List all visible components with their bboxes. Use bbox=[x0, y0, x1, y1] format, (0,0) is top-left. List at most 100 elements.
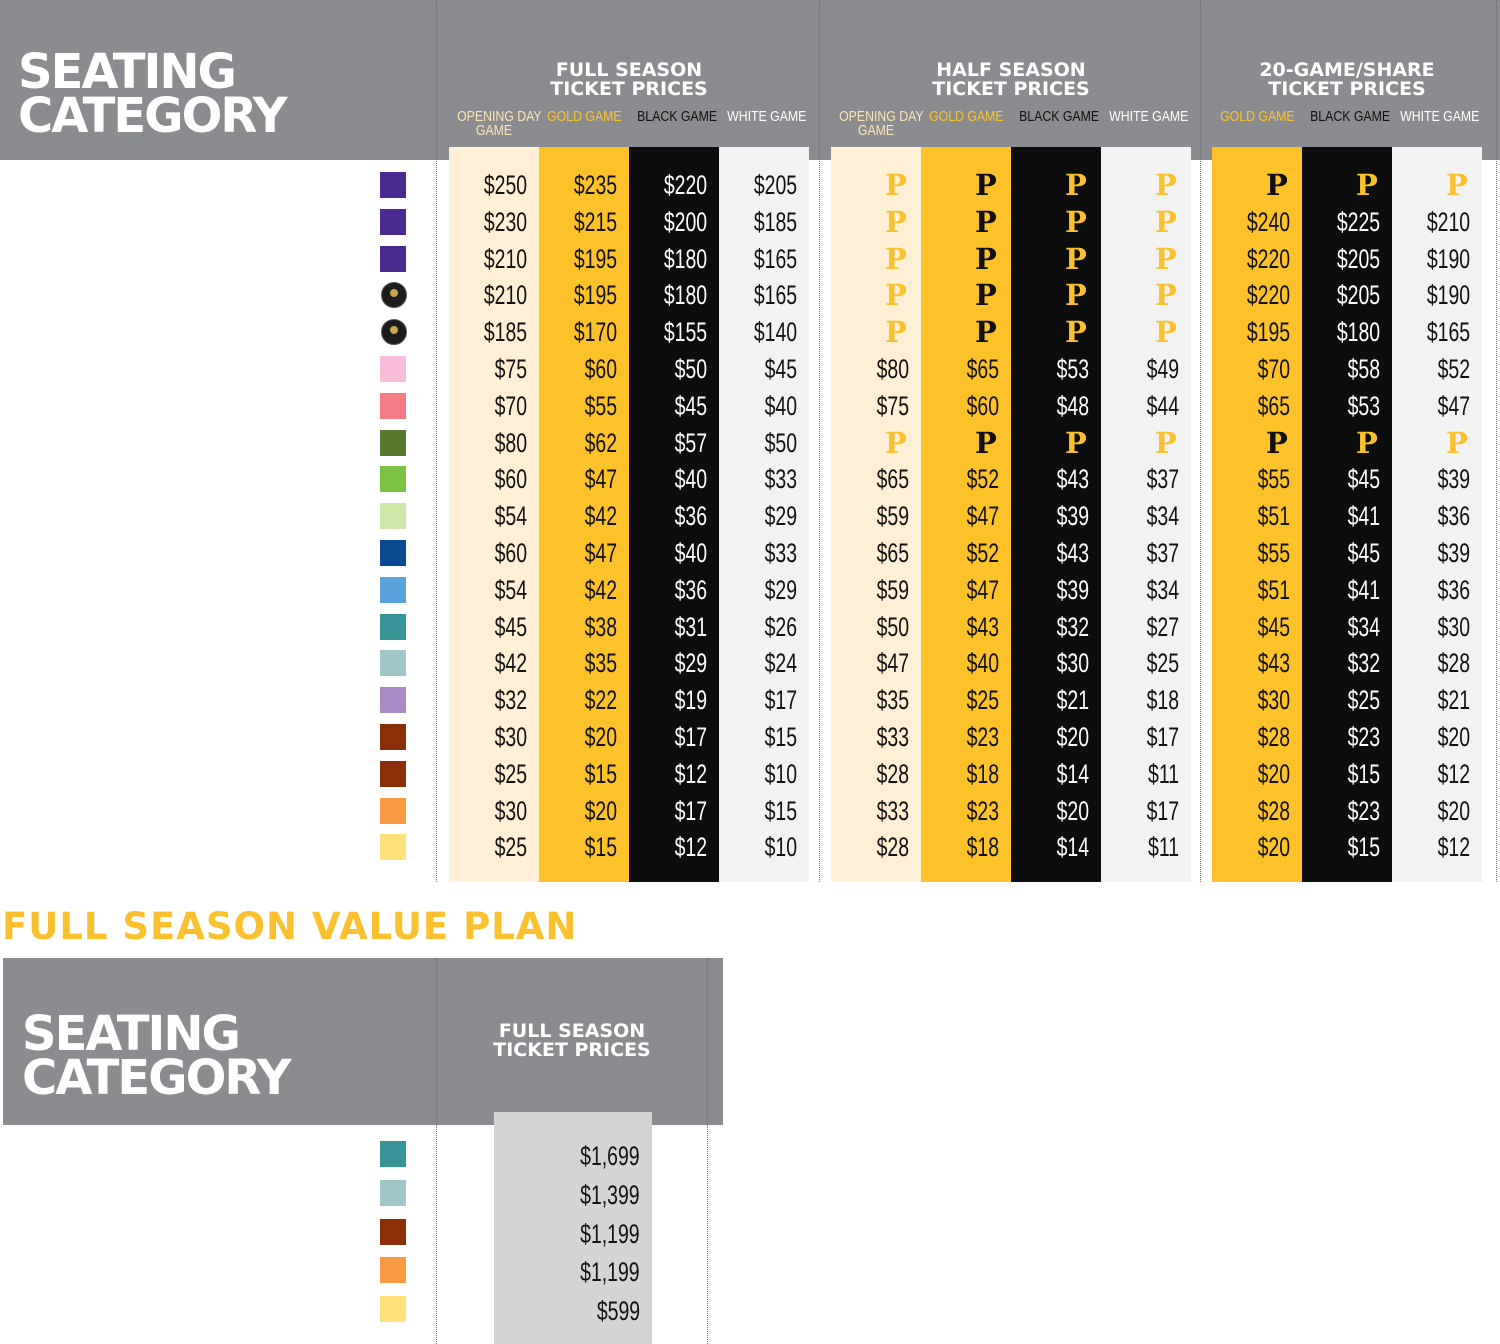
price-cell: $47 bbox=[584, 538, 617, 568]
price-cell: $31 bbox=[674, 611, 707, 642]
price-cell: $17 bbox=[674, 722, 707, 752]
seating-category-swatch bbox=[380, 172, 406, 198]
price-cell: $34 bbox=[1146, 501, 1179, 532]
seating-category-title: SEATING CATEGORY bbox=[18, 44, 287, 140]
half-season-header: HALF SEASON TICKET PRICES bbox=[831, 61, 1191, 99]
price-cell: $210 bbox=[483, 243, 527, 274]
pirates-p-logo-icon: P bbox=[1356, 425, 1378, 460]
full-white-subheader: WHITE GAME bbox=[727, 108, 807, 125]
price-cell: $39 bbox=[1056, 574, 1089, 605]
seating-category-swatch bbox=[380, 687, 406, 714]
price-cell: $20 bbox=[1437, 795, 1470, 826]
price-cell: $12 bbox=[1437, 832, 1470, 863]
price-cell: $180 bbox=[663, 243, 707, 274]
price-cell: $65 bbox=[966, 354, 999, 384]
price-cell: $40 bbox=[674, 538, 707, 568]
value-plan-price: $1,399 bbox=[580, 1179, 640, 1210]
half-white-subheader: WHITE GAME bbox=[1109, 108, 1189, 125]
price-cell: $18 bbox=[966, 832, 999, 863]
price-cell: $21 bbox=[1056, 685, 1089, 716]
price-cell: $225 bbox=[1336, 206, 1380, 237]
price-cell: $37 bbox=[1146, 464, 1179, 495]
price-cell: $36 bbox=[1437, 501, 1470, 532]
price-cell: $23 bbox=[966, 722, 999, 752]
value-plan-header-bar bbox=[3, 958, 723, 1125]
half-opening-subheader-line2: GAME bbox=[857, 122, 895, 139]
share-header-line1: 20-GAME/SHARE bbox=[1259, 59, 1435, 81]
price-cell: $185 bbox=[753, 206, 797, 237]
price-cell: $45 bbox=[1347, 464, 1380, 495]
full-season-white-column bbox=[719, 147, 809, 882]
price-cell: $47 bbox=[584, 464, 617, 495]
pirates-p-logo-icon: P bbox=[1446, 168, 1468, 202]
price-cell: $65 bbox=[876, 464, 909, 495]
full-black-subheader: BLACK GAME bbox=[637, 108, 718, 125]
price-cell: $12 bbox=[674, 832, 707, 863]
price-cell: $195 bbox=[573, 243, 617, 274]
price-cell: $12 bbox=[674, 758, 707, 789]
value-plan-seating-line2: CATEGORY bbox=[22, 1050, 291, 1106]
seating-category-swatch bbox=[380, 245, 406, 272]
price-cell: $17 bbox=[1146, 795, 1179, 826]
seating-category-swatch bbox=[380, 576, 406, 603]
pirates-p-logo-icon: P bbox=[1065, 278, 1087, 313]
price-cell: $180 bbox=[1336, 317, 1380, 348]
half-opening-subheader: OPENING DAY GAME bbox=[839, 108, 924, 139]
price-cell: $58 bbox=[1347, 354, 1380, 384]
price-cell: $52 bbox=[1437, 354, 1470, 384]
price-cell: $43 bbox=[1257, 648, 1290, 679]
seating-category-swatch bbox=[380, 834, 406, 861]
price-cell: $25 bbox=[1146, 648, 1179, 679]
pirates-p-logo-icon: P bbox=[975, 241, 997, 276]
price-cell: $30 bbox=[494, 795, 527, 826]
price-cell: $26 bbox=[764, 611, 797, 642]
price-cell: $65 bbox=[876, 538, 909, 568]
price-cell: $53 bbox=[1347, 390, 1380, 421]
price-cell: $54 bbox=[494, 501, 527, 532]
price-cell: $53 bbox=[1056, 354, 1089, 384]
price-cell: $33 bbox=[876, 722, 909, 752]
column-divider bbox=[436, 0, 437, 882]
price-cell: $80 bbox=[876, 354, 909, 384]
full-season-opening-column bbox=[449, 147, 539, 882]
price-cell: $22 bbox=[584, 685, 617, 716]
price-cell: $205 bbox=[1336, 243, 1380, 274]
price-cell: $19 bbox=[674, 685, 707, 716]
half-season-header-line2: TICKET PRICES bbox=[932, 78, 1090, 100]
price-cell: $34 bbox=[1146, 574, 1179, 605]
price-cell: $215 bbox=[573, 206, 617, 237]
price-cell: $195 bbox=[573, 280, 617, 311]
value-plan-price-column bbox=[494, 1112, 652, 1344]
price-cell: $28 bbox=[876, 832, 909, 863]
price-cell: $47 bbox=[876, 648, 909, 679]
pirates-p-logo-icon: P bbox=[1065, 204, 1087, 239]
price-cell: $17 bbox=[674, 795, 707, 826]
price-cell: $51 bbox=[1257, 574, 1290, 605]
price-cell: $43 bbox=[1056, 538, 1089, 568]
seating-category-swatch bbox=[380, 503, 406, 530]
seating-title-line1: SEATING bbox=[18, 44, 237, 100]
price-cell: $230 bbox=[483, 206, 527, 237]
value-plan-price: $1,199 bbox=[580, 1257, 640, 1288]
price-cell: $29 bbox=[764, 501, 797, 532]
price-cell: $47 bbox=[1437, 390, 1470, 421]
price-cell: $23 bbox=[966, 795, 999, 826]
value-plan-title: FULL SEASON VALUE PLAN bbox=[2, 905, 578, 948]
price-cell: $25 bbox=[966, 685, 999, 716]
price-cell: $55 bbox=[584, 390, 617, 421]
price-cell: $45 bbox=[1257, 611, 1290, 642]
price-cell: $14 bbox=[1056, 758, 1089, 789]
half-opening-subheader-line1: OPENING DAY bbox=[839, 108, 924, 125]
price-cell: $60 bbox=[494, 538, 527, 568]
price-cell: $32 bbox=[1347, 648, 1380, 679]
price-cell: $20 bbox=[1257, 832, 1290, 863]
price-cell: $25 bbox=[494, 758, 527, 789]
half-season-opening-column bbox=[831, 147, 921, 882]
price-cell: $185 bbox=[483, 317, 527, 348]
pirates-p-logo-icon: P bbox=[1266, 425, 1288, 460]
price-cell: $37 bbox=[1146, 538, 1179, 568]
full-opening-subheader: OPENING DAY GAME bbox=[457, 109, 542, 138]
price-cell: $28 bbox=[876, 758, 909, 789]
value-plan-price: $1,699 bbox=[580, 1141, 640, 1171]
seating-category-swatch bbox=[380, 797, 406, 824]
